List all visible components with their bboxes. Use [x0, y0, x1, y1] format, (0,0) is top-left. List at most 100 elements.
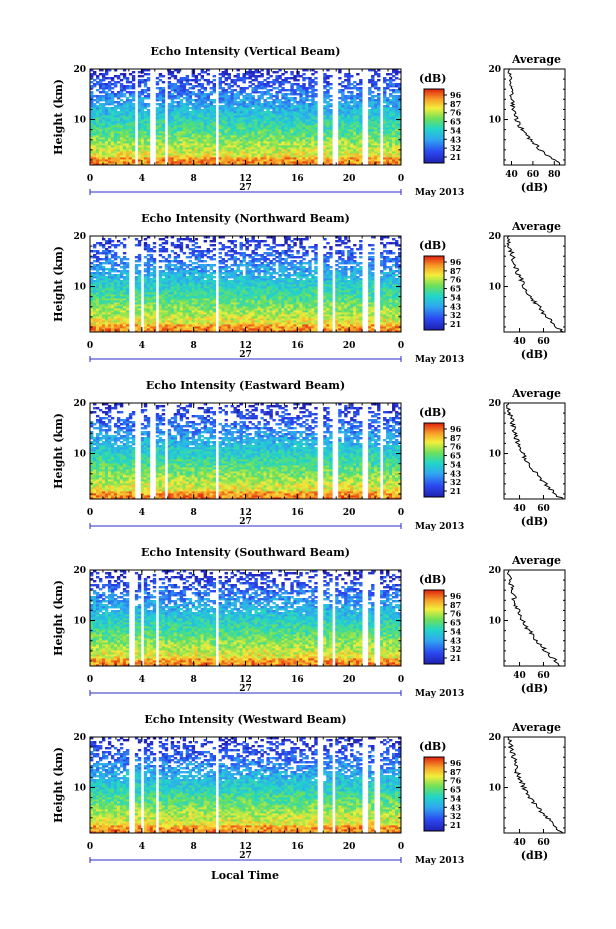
heatmap-cell	[251, 157, 255, 160]
heatmap-cell	[254, 111, 258, 114]
heatmap-cell	[179, 139, 184, 142]
heatmap-cell	[176, 244, 181, 247]
heatmap-cell	[377, 97, 381, 100]
heatmap-cell	[140, 125, 145, 128]
heatmap-cell	[107, 103, 112, 106]
heatmap-cell	[101, 111, 106, 114]
heatmap-cell	[95, 268, 100, 271]
heatmap-cell	[206, 69, 211, 72]
heatmap-cell	[125, 121, 130, 124]
heatmap-cell	[350, 107, 354, 110]
heatmap-cell	[197, 159, 202, 162]
heatmap-cell	[113, 159, 118, 162]
heatmap-cell	[371, 95, 375, 98]
heatmap-cell	[90, 290, 94, 293]
heatmap-cell	[95, 109, 100, 112]
heatmap-cell	[374, 103, 378, 106]
heatmap-cell	[131, 161, 136, 164]
heatmap-cell	[308, 111, 312, 114]
heatmap-cell	[245, 127, 249, 130]
heatmap-cell	[122, 109, 127, 112]
heatmap-cell	[224, 95, 228, 98]
heatmap-cell	[122, 280, 127, 283]
heatmap-cell	[299, 117, 303, 120]
heatmap-cell	[323, 95, 327, 98]
heatmap-cell	[359, 125, 363, 128]
heatmap-cell	[90, 145, 94, 148]
heatmap-cell	[359, 87, 363, 90]
heatmap-cell	[251, 129, 255, 132]
heatmap-cell	[227, 143, 231, 146]
heatmap-cell	[275, 81, 279, 84]
heatmap-cell	[158, 310, 163, 313]
heatmap-cell	[302, 87, 306, 90]
heatmap-cell	[350, 93, 354, 96]
heatmap-cell	[218, 95, 222, 98]
heatmap-cell	[221, 71, 225, 74]
heatmap-cell	[167, 107, 172, 110]
heatmap-cell	[329, 87, 333, 90]
heatmap-cell	[185, 105, 190, 108]
heatmap-cell	[98, 163, 103, 166]
heatmap-cell	[158, 248, 163, 251]
heatmap-cell	[245, 105, 249, 108]
heatmap-cell	[236, 143, 240, 146]
heatmap-cell	[125, 91, 130, 94]
heatmap-cell	[110, 306, 115, 309]
heatmap-cell	[137, 141, 142, 144]
heatmap-cell	[350, 111, 354, 114]
heatmap-cell	[296, 159, 300, 162]
heatmap-cell	[275, 129, 279, 132]
heatmap-cell	[395, 85, 399, 88]
heatmap-cell	[98, 113, 103, 116]
heatmap-cell	[212, 79, 216, 82]
heatmap-cell	[353, 105, 357, 108]
heatmap-cell	[356, 93, 360, 96]
heatmap-cell	[197, 121, 202, 124]
heatmap-cell	[206, 153, 211, 156]
heatmap-cell	[374, 113, 378, 116]
heatmap-cell	[197, 145, 202, 148]
heatmap-cell	[176, 246, 181, 249]
heatmap-cell	[263, 85, 267, 88]
heatmap-cell	[323, 151, 327, 154]
heatmap-cell	[281, 81, 285, 84]
heatmap-cell	[182, 121, 187, 124]
heatmap-cell	[308, 141, 312, 144]
heatmap-cell	[122, 286, 127, 289]
heatmap-cell	[167, 262, 172, 265]
heatmap-cell	[398, 99, 402, 102]
heatmap-cell	[350, 131, 354, 134]
heatmap-cell	[188, 161, 193, 164]
heatmap-cell	[353, 145, 357, 148]
heatmap-cell	[356, 101, 360, 104]
heatmap-cell	[137, 244, 142, 247]
heatmap-cell	[224, 147, 228, 150]
heatmap-cell	[227, 91, 231, 94]
heatmap-cell	[311, 119, 315, 122]
heatmap-cell	[173, 314, 178, 317]
heatmap-cell	[167, 129, 172, 132]
heatmap-cell	[155, 115, 160, 118]
heatmap-cell	[377, 89, 381, 92]
heatmap-cell	[221, 113, 225, 116]
heatmap-cell	[359, 157, 363, 160]
heatmap-cell	[284, 163, 288, 166]
heatmap-cell	[395, 103, 399, 106]
heatmap-cell	[92, 326, 97, 329]
heatmap-cell	[98, 282, 103, 285]
heatmap-cell	[371, 81, 375, 84]
heatmap-cell	[341, 159, 345, 162]
heatmap-cell	[293, 111, 297, 114]
heatmap-cell	[90, 109, 94, 112]
heatmap-cell	[197, 89, 202, 92]
heatmap-cell	[104, 326, 109, 329]
heatmap-cell	[128, 91, 133, 94]
heatmap-cell	[176, 238, 181, 241]
panel-1: Echo Intensity (Vertical Beam)0 4 8 12 16 20 0…	[52, 45, 566, 198]
heatmap-cell	[125, 77, 130, 80]
heatmap-cell	[368, 119, 372, 122]
heatmap-cell	[299, 121, 303, 124]
heatmap-cell	[173, 77, 178, 80]
heatmap-cell	[209, 131, 214, 134]
